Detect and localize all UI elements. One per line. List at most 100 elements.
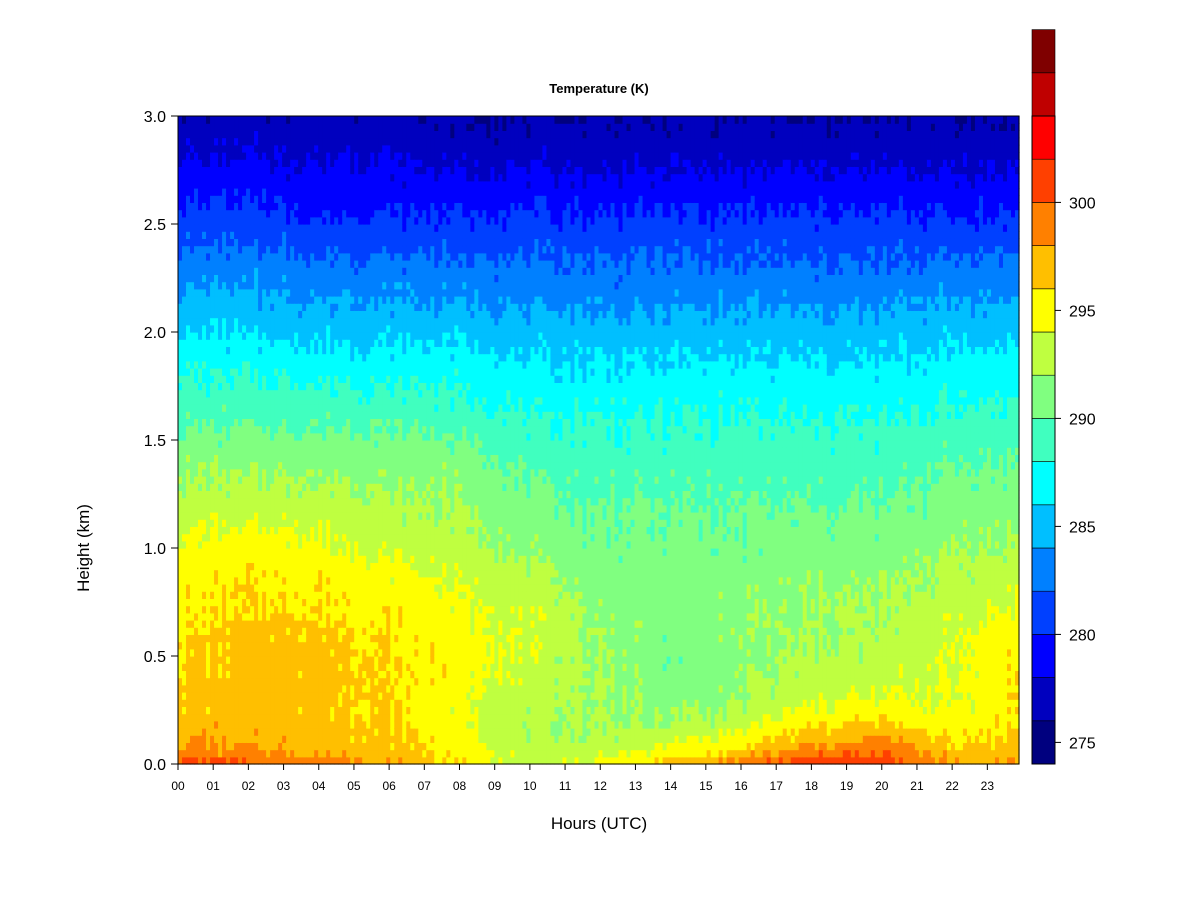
heatmap-cell: [214, 447, 219, 455]
heatmap-cell: [298, 216, 303, 225]
heatmap-cell: [354, 152, 359, 160]
heatmap-cell: [366, 123, 371, 131]
heatmap-cell: [350, 216, 355, 225]
heatmap-cell: [234, 504, 239, 513]
heatmap-cell: [294, 490, 299, 499]
heatmap-cell: [242, 533, 247, 542]
heatmap-cell: [254, 728, 259, 736]
heatmap-cell: [218, 173, 223, 182]
heatmap-cell: [334, 598, 339, 607]
heatmap-cell: [342, 670, 347, 679]
heatmap-cell: [294, 310, 299, 319]
heatmap-cell: [182, 209, 187, 218]
heatmap-cell: [250, 656, 255, 664]
heatmap-cell: [178, 159, 183, 167]
heatmap-cell: [298, 461, 303, 470]
heatmap-cell: [366, 555, 371, 563]
heatmap-cell: [330, 591, 335, 599]
heatmap-cell: [294, 713, 299, 722]
heatmap-cell: [194, 555, 199, 563]
heatmap-cell: [386, 324, 391, 333]
heatmap-cell: [258, 195, 263, 203]
heatmap-cell: [362, 627, 367, 635]
heatmap-cell: [386, 180, 391, 189]
heatmap-cell: [262, 166, 267, 175]
heatmap-cell: [230, 598, 235, 607]
heatmap-cell: [390, 569, 395, 578]
heatmap-cell: [254, 418, 259, 427]
heatmap-cell: [326, 569, 331, 578]
heatmap-cell: [366, 735, 371, 743]
heatmap-cell: [290, 720, 295, 729]
heatmap-cell: [226, 368, 231, 376]
heatmap-cell: [362, 634, 367, 643]
heatmap-cell: [186, 440, 191, 448]
heatmap-cell: [390, 418, 395, 427]
heatmap-cell: [266, 137, 271, 146]
heatmap-cell: [178, 231, 183, 239]
heatmap-cell: [282, 612, 287, 621]
heatmap-cell: [330, 260, 335, 268]
heatmap-cell: [350, 432, 355, 441]
heatmap-cell: [282, 116, 287, 124]
heatmap-cell: [318, 404, 323, 412]
heatmap-cell: [386, 123, 391, 131]
heatmap-cell: [354, 656, 359, 664]
heatmap-cell: [334, 533, 339, 542]
heatmap-cell: [262, 742, 267, 751]
heatmap-cell: [210, 713, 215, 722]
heatmap-cell: [178, 173, 183, 182]
heatmap-cell: [286, 620, 291, 628]
heatmap-cell: [386, 281, 391, 290]
heatmap-cell: [226, 440, 231, 448]
heatmap-cell: [334, 461, 339, 470]
heatmap-cell: [206, 540, 211, 549]
heatmap-cell: [318, 209, 323, 218]
heatmap-cell: [314, 317, 319, 326]
heatmap-cell: [310, 404, 315, 412]
heatmap-cell: [322, 281, 327, 290]
heatmap-cell: [270, 267, 275, 275]
heatmap-cell: [190, 692, 195, 700]
heatmap-cell: [358, 504, 363, 513]
heatmap-cell: [202, 137, 207, 146]
heatmap-cell: [190, 648, 195, 657]
heatmap-cell: [274, 216, 279, 225]
heatmap-cell: [346, 548, 351, 556]
heatmap-cell: [202, 152, 207, 160]
heatmap-cell: [398, 677, 403, 686]
heatmap-cell: [182, 468, 187, 477]
heatmap-cell: [242, 152, 247, 160]
heatmap-cell: [242, 260, 247, 268]
heatmap-cell: [190, 641, 195, 650]
heatmap-cell: [190, 598, 195, 607]
heatmap-cell: [234, 130, 239, 139]
heatmap-cell: [378, 260, 383, 268]
heatmap-cell: [210, 634, 215, 643]
heatmap-cell: [202, 224, 207, 232]
heatmap-cell: [186, 281, 191, 290]
heatmap-cell: [358, 663, 363, 671]
heatmap-cell: [250, 411, 255, 419]
heatmap-cell: [250, 360, 255, 369]
heatmap-cell: [334, 310, 339, 319]
heatmap-cell: [318, 159, 323, 167]
heatmap-cell: [194, 166, 199, 175]
heatmap-cell: [278, 317, 283, 326]
heatmap-cell: [270, 540, 275, 549]
heatmap-cell: [358, 483, 363, 491]
heatmap-cell: [270, 476, 275, 484]
heatmap-cell: [214, 281, 219, 290]
heatmap-cell: [246, 224, 251, 232]
heatmap-cell: [262, 670, 267, 679]
heatmap-cell: [266, 454, 271, 463]
heatmap-cell: [298, 720, 303, 729]
heatmap-cell: [282, 173, 287, 182]
heatmap-cell: [294, 555, 299, 563]
heatmap-cell: [354, 605, 359, 614]
heatmap-cell: [390, 555, 395, 563]
heatmap-cell: [282, 360, 287, 369]
heatmap-cell: [318, 440, 323, 448]
heatmap-cell: [210, 231, 215, 239]
heatmap-cell: [342, 188, 347, 196]
